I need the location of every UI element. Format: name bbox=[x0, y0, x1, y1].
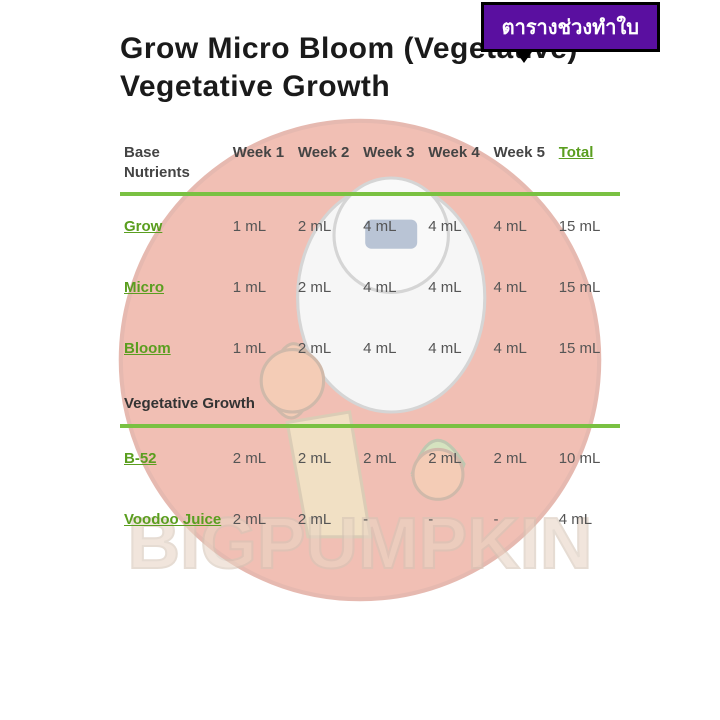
col-header-total[interactable]: Total bbox=[555, 135, 620, 192]
section-heading-row: Vegetative Growth bbox=[120, 379, 620, 424]
cell: 2 mL bbox=[424, 426, 489, 489]
cell-total: 4 mL bbox=[555, 489, 620, 550]
cell: 4 mL bbox=[490, 194, 555, 257]
cell-total: 15 mL bbox=[555, 318, 620, 379]
col-header-week3: Week 3 bbox=[359, 135, 424, 192]
cell: 1 mL bbox=[229, 194, 294, 257]
product-link-micro[interactable]: Micro bbox=[120, 257, 229, 318]
table-row: B-52 2 mL 2 mL 2 mL 2 mL 2 mL 10 mL bbox=[120, 426, 620, 489]
cell: - bbox=[424, 489, 489, 550]
col-header-name: Base Nutrients bbox=[120, 135, 229, 192]
product-link-voodoo[interactable]: Voodoo Juice bbox=[120, 489, 229, 550]
table-row: Voodoo Juice 2 mL 2 mL - - - 4 mL bbox=[120, 489, 620, 550]
cell: - bbox=[359, 489, 424, 550]
table-row: Micro 1 mL 2 mL 4 mL 4 mL 4 mL 15 mL bbox=[120, 257, 620, 318]
cell: 4 mL bbox=[490, 257, 555, 318]
cell: 4 mL bbox=[424, 257, 489, 318]
cell: 2 mL bbox=[229, 426, 294, 489]
col-header-week5: Week 5 bbox=[490, 135, 555, 192]
cell: 2 mL bbox=[490, 426, 555, 489]
table-row: Grow 1 mL 2 mL 4 mL 4 mL 4 mL 15 mL bbox=[120, 194, 620, 257]
cell-total: 15 mL bbox=[555, 257, 620, 318]
product-link-grow[interactable]: Grow bbox=[120, 194, 229, 257]
cell: 4 mL bbox=[424, 318, 489, 379]
product-link-bloom[interactable]: Bloom bbox=[120, 318, 229, 379]
cell: 2 mL bbox=[359, 426, 424, 489]
header-badge: ตารางช่วงทำใบ bbox=[481, 2, 660, 52]
cell: 4 mL bbox=[424, 194, 489, 257]
cell: 2 mL bbox=[294, 489, 359, 550]
cell-total: 10 mL bbox=[555, 426, 620, 489]
cell: 2 mL bbox=[229, 489, 294, 550]
product-link-b52[interactable]: B-52 bbox=[120, 426, 229, 489]
badge-label: ตารางช่วงทำใบ bbox=[502, 17, 639, 39]
cell: 4 mL bbox=[359, 194, 424, 257]
cell: 1 mL bbox=[229, 257, 294, 318]
cell: 2 mL bbox=[294, 257, 359, 318]
table-row: Bloom 1 mL 2 mL 4 mL 4 mL 4 mL 15 mL bbox=[120, 318, 620, 379]
cell-total: 15 mL bbox=[555, 194, 620, 257]
cell: 4 mL bbox=[490, 318, 555, 379]
cell: 2 mL bbox=[294, 194, 359, 257]
main-content: Grow Micro Bloom (Vegetative) - Vegetati… bbox=[0, 0, 720, 580]
cell: 4 mL bbox=[359, 318, 424, 379]
cell: 2 mL bbox=[294, 318, 359, 379]
cell: - bbox=[490, 489, 555, 550]
table-header-row: Base Nutrients Week 1 Week 2 Week 3 Week… bbox=[120, 135, 620, 192]
cell: 1 mL bbox=[229, 318, 294, 379]
cell: 2 mL bbox=[294, 426, 359, 489]
col-header-week2: Week 2 bbox=[294, 135, 359, 192]
feeding-schedule-table: Base Nutrients Week 1 Week 2 Week 3 Week… bbox=[120, 135, 620, 550]
col-header-week4: Week 4 bbox=[424, 135, 489, 192]
col-header-week1: Week 1 bbox=[229, 135, 294, 192]
cell: 4 mL bbox=[359, 257, 424, 318]
section-heading: Vegetative Growth bbox=[120, 379, 620, 424]
